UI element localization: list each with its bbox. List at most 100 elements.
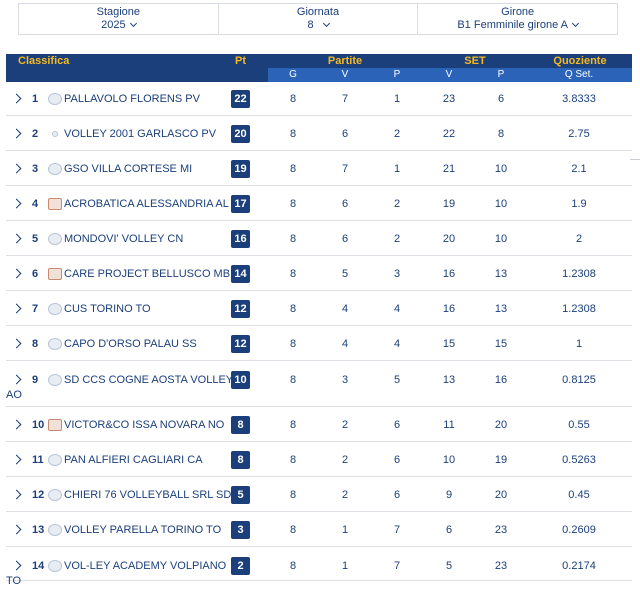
matches-won: 7 <box>341 93 349 105</box>
sets-won: 21 <box>442 163 456 175</box>
games-played: 8 <box>289 419 297 431</box>
sets-won: 9 <box>445 489 453 501</box>
expand-row-icon[interactable] <box>11 233 22 244</box>
position: 10 <box>32 419 45 431</box>
chevron-down-icon <box>571 19 580 28</box>
table-row[interactable]: 3 GSO VILLA CORTESE MI 19 8 7 1 21 10 2.1 <box>6 151 632 186</box>
team-name[interactable]: SD CCS COGNE AOSTA VOLLEY <box>64 374 234 386</box>
table-row[interactable]: 6 CARE PROJECT BELLUSCO MB 14 8 5 3 16 13 1.2308 <box>6 256 632 291</box>
sets-lost: 23 <box>494 524 508 536</box>
team-name[interactable]: CARE PROJECT BELLUSCO MB <box>64 268 231 280</box>
table-row[interactable]: 8 CAPO D'ORSO PALAU SS 12 8 4 4 15 15 1 <box>6 326 632 361</box>
set-quotient: 0.2174 <box>562 560 596 572</box>
matches-lost: 3 <box>393 268 401 280</box>
table-row[interactable]: 2 VOLLEY 2001 GARLASCO PV 20 8 6 2 22 8 2.75 <box>6 116 632 151</box>
expand-row-icon[interactable] <box>11 419 22 430</box>
sets-won: 6 <box>445 524 453 536</box>
divider <box>630 159 640 160</box>
table-row[interactable]: 4 ACROBATICA ALESSANDRIA AL 17 8 6 2 19 10 1.9 <box>6 186 632 221</box>
header-partite: Partite <box>327 55 363 67</box>
games-played: 8 <box>289 524 297 536</box>
position: 1 <box>32 93 39 105</box>
position: 9 <box>32 374 39 386</box>
team-name[interactable]: VOLLEY 2001 GARLASCO PV <box>64 128 217 140</box>
chevron-down-icon <box>129 19 137 28</box>
position: 4 <box>32 198 39 210</box>
table-row[interactable]: 10 VICTOR&CO ISSA NOVARA NO 8 8 2 6 11 20 0.55 <box>6 407 632 442</box>
team-logo-icon <box>48 198 62 210</box>
team-logo-icon <box>48 454 62 466</box>
sets-lost: 15 <box>494 338 508 350</box>
team-name[interactable]: PALLAVOLO FLORENS PV <box>64 93 200 105</box>
matches-won: 6 <box>341 233 349 245</box>
sets-lost: 20 <box>494 419 508 431</box>
games-played: 8 <box>289 454 297 466</box>
expand-row-icon[interactable] <box>11 198 22 209</box>
sets-lost: 16 <box>494 374 508 386</box>
team-name[interactable]: PAN ALFIERI CAGLIARI CA <box>64 454 203 466</box>
set-quotient: 0.2609 <box>562 524 596 536</box>
points-badge: 8 <box>231 416 250 434</box>
expand-row-icon[interactable] <box>11 128 22 139</box>
group-value: B1 Femminile girone A <box>457 19 569 31</box>
table-row[interactable]: 1 PALLAVOLO FLORENS PV 22 8 7 1 23 6 3.8333 <box>6 82 632 116</box>
position: 7 <box>32 303 39 315</box>
sets-won: 5 <box>445 560 453 572</box>
matchday-select[interactable]: Giornata 8 <box>219 4 419 34</box>
sets-won: 10 <box>442 454 456 466</box>
set-quotient: 1.9 <box>571 198 587 210</box>
expand-row-icon[interactable] <box>11 489 22 500</box>
team-logo-icon <box>48 338 62 350</box>
expand-row-icon[interactable] <box>11 268 22 279</box>
expand-row-icon[interactable] <box>11 454 22 465</box>
expand-row-icon[interactable] <box>11 163 22 174</box>
expand-row-icon[interactable] <box>11 524 22 535</box>
games-played: 8 <box>289 163 297 175</box>
sets-lost: 20 <box>494 489 508 501</box>
header-pt: Pt <box>235 55 246 67</box>
team-name[interactable]: VICTOR&CO ISSA NOVARA NO <box>64 419 225 431</box>
group-select[interactable]: Girone B1 Femminile girone A <box>418 4 617 34</box>
season-select[interactable]: Stagione 2025 <box>19 4 219 34</box>
team-name[interactable]: VOLLEY PARELLA TORINO TO <box>64 524 222 536</box>
table-row[interactable]: 13 VOLLEY PARELLA TORINO TO 3 8 1 7 6 23 0.2609 <box>6 512 632 547</box>
team-logo-icon <box>48 489 62 501</box>
set-quotient: 2.75 <box>568 128 590 140</box>
team-logo-icon <box>48 268 62 280</box>
table-row[interactable]: 12 CHIERI 76 VOLLEYBALL SRL SD 5 8 2 6 9 20 0.45 <box>6 477 632 512</box>
set-quotient: 2 <box>575 233 583 245</box>
points-badge: 19 <box>231 160 250 178</box>
sets-won: 13 <box>442 374 456 386</box>
matches-lost: 1 <box>393 163 401 175</box>
team-name[interactable]: MONDOVI' VOLLEY CN <box>64 233 184 245</box>
table-row[interactable]: 7 CUS TORINO TO 12 8 4 4 16 13 1.2308 <box>6 291 632 326</box>
table-row[interactable]: 11 PAN ALFIERI CAGLIARI CA 8 8 2 6 10 19 0.5263 <box>6 442 632 477</box>
team-name[interactable]: ACROBATICA ALESSANDRIA AL <box>64 198 229 210</box>
team-name[interactable]: GSO VILLA CORTESE MI <box>64 163 193 175</box>
set-quotient: 0.5263 <box>562 454 596 466</box>
position: 2 <box>32 128 39 140</box>
expand-row-icon[interactable] <box>11 93 22 104</box>
expand-row-icon[interactable] <box>11 560 22 571</box>
filter-bar: Stagione 2025 Giornata 8 Girone B1 Femmi… <box>18 3 618 35</box>
team-name[interactable]: CHIERI 76 VOLLEYBALL SRL SD <box>64 489 232 501</box>
sets-lost: 10 <box>494 198 508 210</box>
expand-row-icon[interactable] <box>11 303 22 314</box>
set-quotient: 1 <box>575 338 583 350</box>
table-row[interactable]: 14 VOL-LEY ACADEMY VOLPIANO TO 2 8 1 7 5 23 0.217… <box>6 547 632 587</box>
season-value: 2025 <box>101 19 126 31</box>
sets-won: 23 <box>442 93 456 105</box>
matches-won: 1 <box>341 560 349 572</box>
team-name[interactable]: CUS TORINO TO <box>64 303 151 315</box>
table-row[interactable]: 9 SD CCS COGNE AOSTA VOLLEY AO 10 8 3 5 13 16 0.8… <box>6 361 632 407</box>
sets-won: 16 <box>442 303 456 315</box>
points-badge: 14 <box>231 265 250 283</box>
table-row[interactable]: 5 MONDOVI' VOLLEY CN 16 8 6 2 20 10 2 <box>6 221 632 256</box>
team-logo-icon <box>48 374 62 386</box>
expand-row-icon[interactable] <box>11 374 22 385</box>
matches-lost: 2 <box>393 128 401 140</box>
expand-row-icon[interactable] <box>11 338 22 349</box>
team-name[interactable]: CAPO D'ORSO PALAU SS <box>64 338 197 350</box>
position: 11 <box>32 454 44 466</box>
team-name[interactable]: VOL-LEY ACADEMY VOLPIANO <box>64 560 227 572</box>
